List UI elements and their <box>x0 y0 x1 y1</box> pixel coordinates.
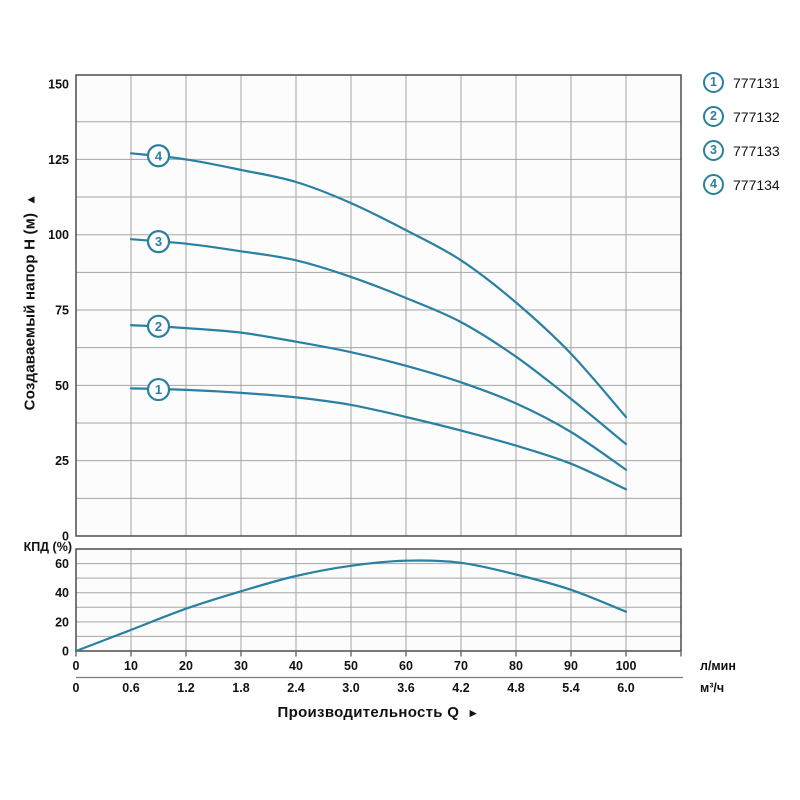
x-axis-unit-m3h: м³/ч <box>700 681 725 695</box>
head-chart-y-tick-label: 125 <box>48 153 69 167</box>
legend-item-3: 3 777133 <box>703 140 780 161</box>
curve-number-circle-3 <box>146 230 171 254</box>
head-chart-y-axis-title: Создаваемый напор Н (м) ▲ <box>22 194 39 411</box>
legend-number-circle-1: 1 <box>703 72 724 93</box>
x-tick-label-lmin: 50 <box>344 659 358 673</box>
legend-code-777132: 777132 <box>733 108 780 125</box>
head-chart-y-tick-label: 50 <box>55 379 69 393</box>
x-tick-label-m3h: 1.2 <box>177 681 194 695</box>
x-tick-label-m3h: 6.0 <box>617 681 634 695</box>
curve-number-circle-2 <box>146 314 171 338</box>
efficiency-chart-y-tick-label: 20 <box>55 615 69 629</box>
legend-item-1: 1 777131 <box>703 72 780 93</box>
efficiency-chart-y-tick-label: 40 <box>55 586 69 600</box>
x-tick-label-lmin: 90 <box>564 659 578 673</box>
x-axis-title: Производительность Q ► <box>76 704 681 721</box>
legend-code-777133: 777133 <box>733 142 780 159</box>
efficiency-curve <box>74 559 628 653</box>
curve-number-label-3: 3 <box>155 234 162 249</box>
head-chart-y-tick-label: 100 <box>48 228 69 242</box>
head-chart-y-tick-label: 0 <box>62 530 69 544</box>
x-tick-label-lmin: 80 <box>509 659 523 673</box>
head-chart-y-tick-label: 25 <box>55 454 69 468</box>
head-curve-777131 <box>129 387 628 491</box>
curve-number-circle-4 <box>146 144 171 168</box>
head-chart-y-tick-label: 150 <box>48 78 69 92</box>
x-tick-label-m3h: 0 <box>73 681 80 695</box>
right-arrow-icon: ► <box>467 706 480 720</box>
curve-number-circle-1 <box>146 377 171 402</box>
head-curve-777132 <box>129 324 628 471</box>
efficiency-chart-y-tick-label: 60 <box>55 557 69 571</box>
x-tick-label-lmin: 100 <box>616 659 637 673</box>
y-axis-title-text: Создаваемый напор Н (м) <box>21 212 39 411</box>
x-tick-label-lmin: 0 <box>73 659 80 673</box>
head-chart-y-tick-label: 75 <box>55 304 69 318</box>
legend-number-circle-2: 2 <box>703 106 724 127</box>
curve-number-label-1: 1 <box>155 382 162 397</box>
efficiency-chart-y-tick-label: 0 <box>62 645 69 659</box>
head-chart-background <box>76 75 681 536</box>
x-tick-label-m3h: 2.4 <box>287 681 304 695</box>
x-tick-label-lmin: 30 <box>234 659 248 673</box>
curve-number-label-2: 2 <box>155 319 162 334</box>
x-tick-label-m3h: 1.8 <box>232 681 249 695</box>
x-tick-label-lmin: 40 <box>289 659 303 673</box>
legend-item-2: 2 777132 <box>703 106 780 127</box>
x-tick-label-m3h: 0.6 <box>122 681 139 695</box>
head-chart-frame <box>75 74 682 537</box>
up-arrow-icon: ▲ <box>23 193 38 206</box>
legend: 1 777131 2 777132 3 777133 4 777134 <box>703 72 780 208</box>
x-tick-label-m3h: 4.8 <box>507 681 524 695</box>
legend-item-4: 4 777134 <box>703 174 780 195</box>
x-tick-label-lmin: 70 <box>454 659 468 673</box>
legend-number-circle-4: 4 <box>703 174 724 195</box>
x-tick-label-lmin: 20 <box>179 659 193 673</box>
efficiency-chart-y-axis-title: КПД (%) <box>23 540 72 554</box>
x-tick-label-m3h: 3.0 <box>342 681 359 695</box>
x-tick-label-lmin: 60 <box>399 659 413 673</box>
head-curve-777133 <box>129 238 628 446</box>
efficiency-chart-frame <box>75 548 682 652</box>
legend-number-circle-3: 3 <box>703 140 724 161</box>
curve-number-label-4: 4 <box>155 148 163 163</box>
x-tick-label-lmin: 10 <box>124 659 138 673</box>
head-curve-777134 <box>129 152 628 419</box>
x-tick-label-m3h: 3.6 <box>397 681 414 695</box>
x-tick-label-m3h: 5.4 <box>562 681 579 695</box>
efficiency-chart-background <box>76 549 681 651</box>
legend-code-777134: 777134 <box>733 176 780 193</box>
x-tick-label-m3h: 4.2 <box>452 681 469 695</box>
x-axis-unit-lmin: л/мин <box>700 659 736 673</box>
legend-code-777131: 777131 <box>733 74 780 91</box>
x-axis-title-text: Производительность Q <box>277 704 460 721</box>
